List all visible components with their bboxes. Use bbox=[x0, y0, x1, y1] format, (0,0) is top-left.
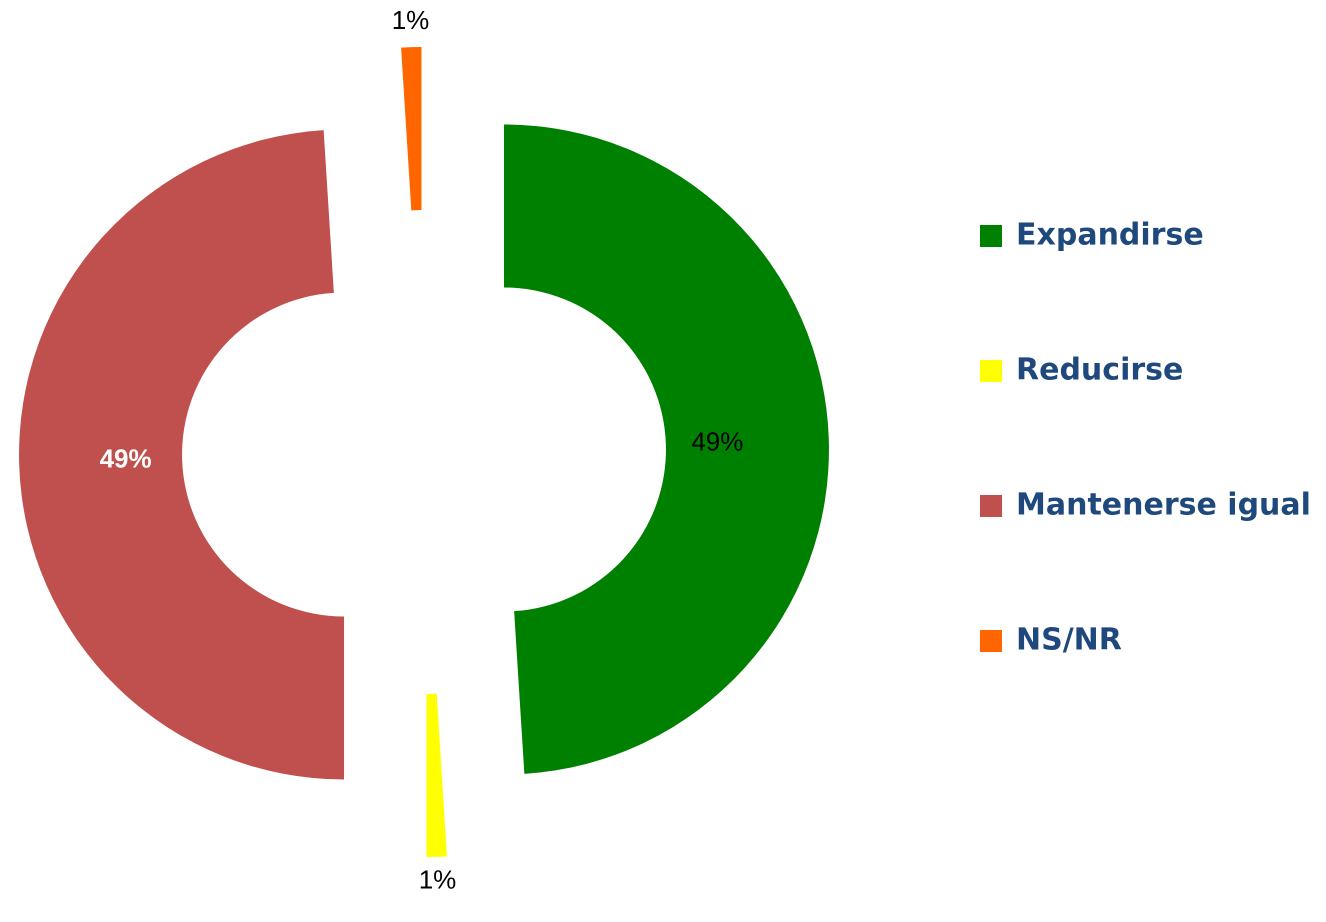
data-label: 1% bbox=[419, 865, 457, 895]
legend-label: Expandirse bbox=[1016, 218, 1204, 253]
legend-label: NS/NR bbox=[1016, 623, 1122, 658]
data-label: 1% bbox=[392, 5, 430, 35]
legend-swatch bbox=[980, 360, 1002, 382]
data-label: 49% bbox=[100, 443, 152, 473]
slice bbox=[401, 47, 422, 211]
slice bbox=[426, 693, 447, 857]
legend-swatch bbox=[980, 495, 1002, 517]
slice bbox=[503, 124, 829, 774]
legend-label: Mantenerse igual bbox=[1016, 488, 1311, 523]
legend-swatch bbox=[980, 630, 1002, 652]
legend-label: Reducirse bbox=[1016, 353, 1183, 388]
data-label: 49% bbox=[691, 426, 743, 456]
slice bbox=[19, 130, 345, 780]
legend-swatch bbox=[980, 225, 1002, 247]
